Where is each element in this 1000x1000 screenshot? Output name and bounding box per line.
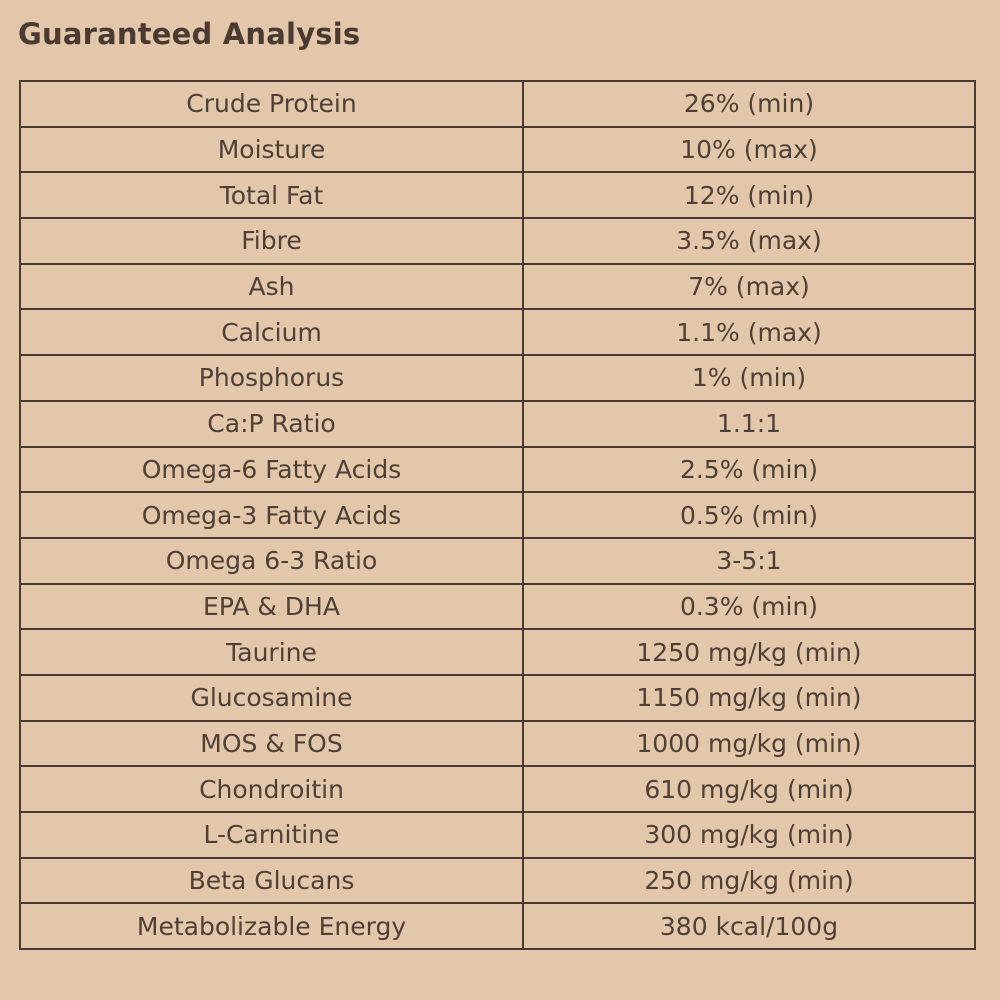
nutrient-value: 380 kcal/100g [522, 902, 976, 951]
nutrient-name: EPA & DHA [19, 582, 524, 631]
table-row: MOS & FOS 1000 mg/kg (min) [19, 719, 976, 768]
nutrient-value: 3.5% (max) [522, 217, 976, 265]
nutrient-name: Ash [19, 262, 524, 311]
table-row: Fibre 3.5% (max) [19, 217, 976, 265]
nutrient-name: Fibre [19, 217, 524, 265]
table-row: Moisture 10% (max) [19, 125, 976, 174]
table-row: L-Carnitine 300 mg/kg (min) [19, 811, 976, 859]
guaranteed-analysis-table: Crude Protein 26% (min) Moisture 10% (ma… [19, 80, 976, 951]
nutrient-value: 610 mg/kg (min) [522, 765, 976, 813]
table-row: Beta Glucans 250 mg/kg (min) [19, 856, 976, 905]
nutrient-value: 3-5:1 [522, 536, 976, 585]
nutrient-value: 250 mg/kg (min) [522, 856, 976, 905]
nutrient-value: 10% (max) [522, 125, 976, 174]
table-row: Omega-3 Fatty Acids 0.5% (min) [19, 491, 976, 539]
nutrient-name: Chondroitin [19, 765, 524, 813]
nutrient-name: Crude Protein [19, 80, 524, 128]
table-row: Taurine 1250 mg/kg (min) [19, 628, 976, 676]
nutrient-name: Beta Glucans [19, 856, 524, 905]
nutrient-name: Calcium [19, 308, 524, 357]
nutrient-name: Moisture [19, 125, 524, 174]
nutrient-name: Metabolizable Energy [19, 902, 524, 951]
nutrient-value: 12% (min) [522, 171, 976, 220]
nutrient-value: 0.3% (min) [522, 582, 976, 631]
nutrient-name: MOS & FOS [19, 719, 524, 768]
page-title: Guaranteed Analysis [18, 17, 361, 51]
nutrient-name: Total Fat [19, 171, 524, 220]
nutrient-value: 1000 mg/kg (min) [522, 719, 976, 768]
table-row: Crude Protein 26% (min) [19, 80, 976, 128]
nutrient-name: Omega 6-3 Ratio [19, 536, 524, 585]
nutrient-value: 2.5% (min) [522, 445, 976, 494]
table-row: Metabolizable Energy 380 kcal/100g [19, 902, 976, 951]
table-body: Crude Protein 26% (min) Moisture 10% (ma… [19, 80, 976, 951]
table-row: Calcium 1.1% (max) [19, 308, 976, 357]
nutrient-value: 26% (min) [522, 80, 976, 128]
nutrient-name: Glucosamine [19, 673, 524, 722]
nutrient-name: L-Carnitine [19, 811, 524, 859]
nutrient-value: 300 mg/kg (min) [522, 811, 976, 859]
nutrient-name: Phosphorus [19, 354, 524, 402]
table-row: Omega 6-3 Ratio 3-5:1 [19, 536, 976, 585]
nutrient-value: 1.1:1 [522, 399, 976, 448]
nutrient-name: Omega-3 Fatty Acids [19, 491, 524, 539]
nutrient-value: 1% (min) [522, 354, 976, 402]
nutrient-value: 1150 mg/kg (min) [522, 673, 976, 722]
table-row: Ash 7% (max) [19, 262, 976, 311]
table-row: Glucosamine 1150 mg/kg (min) [19, 673, 976, 722]
table-row: Phosphorus 1% (min) [19, 354, 976, 402]
nutrient-value: 7% (max) [522, 262, 976, 311]
table-row: Omega-6 Fatty Acids 2.5% (min) [19, 445, 976, 494]
nutrient-name: Ca:P Ratio [19, 399, 524, 448]
nutrient-name: Omega-6 Fatty Acids [19, 445, 524, 494]
table-row: Total Fat 12% (min) [19, 171, 976, 220]
nutrient-value: 1250 mg/kg (min) [522, 628, 976, 676]
nutrient-value: 1.1% (max) [522, 308, 976, 357]
nutrient-value: 0.5% (min) [522, 491, 976, 539]
table-row: Chondroitin 610 mg/kg (min) [19, 765, 976, 813]
table-row: Ca:P Ratio 1.1:1 [19, 399, 976, 448]
table-row: EPA & DHA 0.3% (min) [19, 582, 976, 631]
nutrient-name: Taurine [19, 628, 524, 676]
